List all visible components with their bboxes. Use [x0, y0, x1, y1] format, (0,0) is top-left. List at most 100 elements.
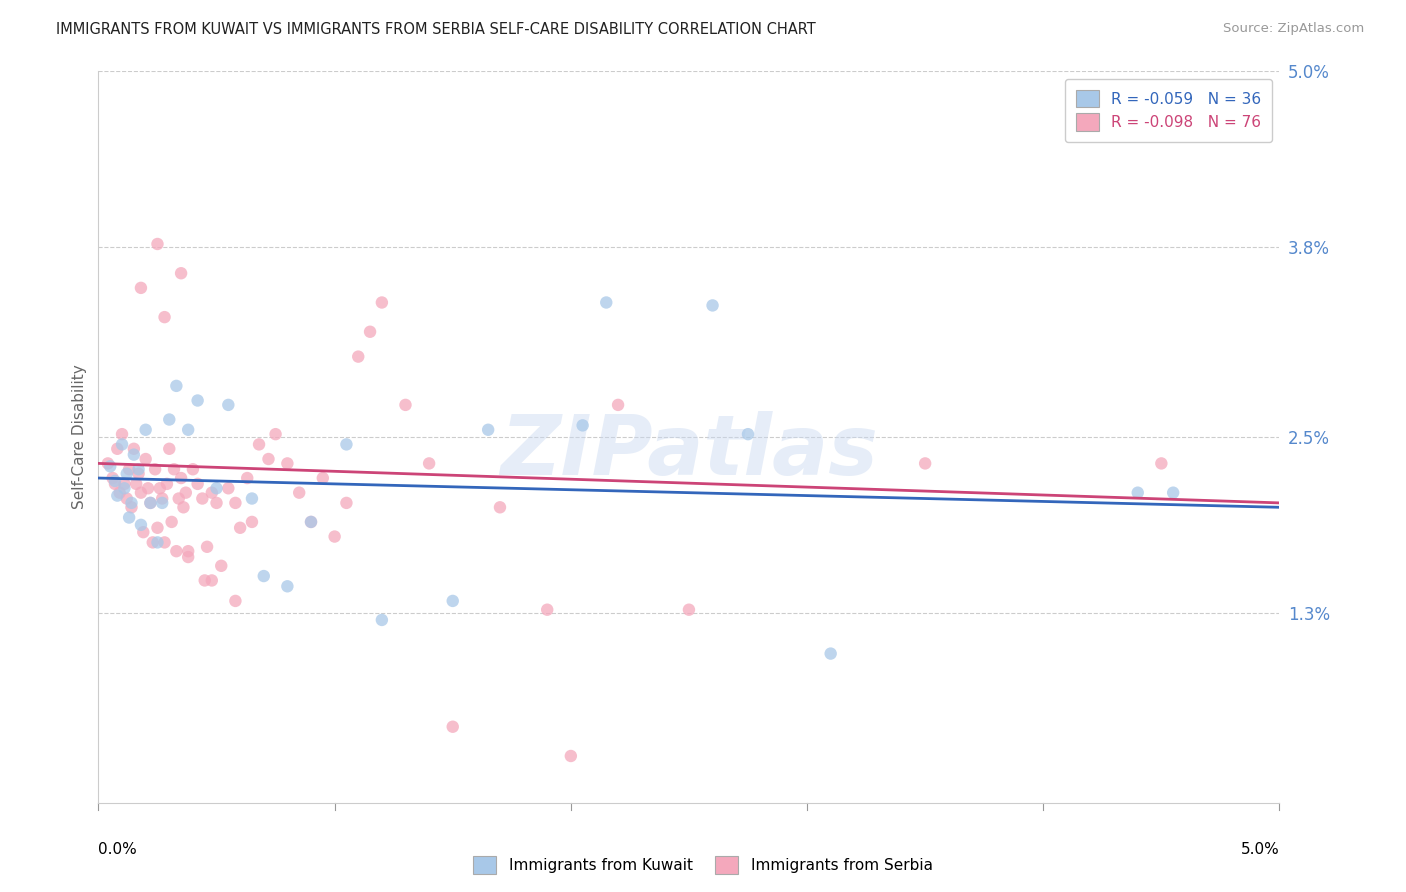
Point: [201, 574, 224, 588]
Point: [150, 496, 173, 510]
Point: [201, 485, 224, 500]
Point: [323, 530, 346, 544]
Point: [560, 749, 582, 764]
Point: [257, 452, 280, 467]
Point: [347, 350, 370, 364]
Point: [418, 457, 440, 471]
Point: [170, 471, 193, 485]
Point: [146, 521, 169, 535]
Point: [678, 603, 700, 617]
Point: [150, 491, 173, 506]
Point: [129, 281, 152, 295]
Point: [146, 237, 169, 252]
Point: [112, 476, 135, 491]
Point: [177, 544, 200, 558]
Point: [118, 510, 141, 524]
Point: [536, 603, 558, 617]
Point: [108, 485, 131, 500]
Point: [129, 485, 152, 500]
Point: [174, 485, 197, 500]
Point: [194, 574, 217, 588]
Text: 0.0%: 0.0%: [98, 842, 138, 857]
Point: [312, 471, 335, 485]
Legend: Immigrants from Kuwait, Immigrants from Serbia: Immigrants from Kuwait, Immigrants from …: [467, 850, 939, 880]
Point: [156, 476, 179, 491]
Point: [135, 452, 157, 467]
Point: [191, 491, 214, 506]
Point: [157, 442, 180, 456]
Point: [236, 471, 259, 485]
Text: ZIPatlas: ZIPatlas: [501, 411, 877, 492]
Point: [98, 459, 121, 474]
Point: [209, 558, 232, 573]
Point: [112, 481, 135, 495]
Point: [737, 427, 759, 442]
Point: [276, 579, 298, 593]
Point: [224, 496, 246, 510]
Text: Source: ZipAtlas.com: Source: ZipAtlas.com: [1223, 22, 1364, 36]
Point: [118, 462, 141, 476]
Point: [104, 474, 127, 488]
Point: [177, 423, 200, 437]
Text: 5.0%: 5.0%: [1240, 842, 1279, 857]
Point: [240, 491, 263, 506]
Point: [177, 549, 200, 564]
Point: [135, 423, 157, 437]
Point: [276, 457, 298, 471]
Point: [111, 437, 134, 451]
Point: [160, 515, 183, 529]
Point: [441, 594, 464, 608]
Point: [122, 442, 145, 456]
Point: [217, 398, 239, 412]
Point: [224, 594, 246, 608]
Point: [702, 298, 724, 312]
Point: [170, 266, 193, 280]
Point: [157, 412, 180, 426]
Point: [149, 481, 172, 495]
Point: [146, 535, 169, 549]
Point: [121, 500, 143, 515]
Point: [441, 720, 464, 734]
Point: [165, 379, 187, 393]
Point: [253, 569, 276, 583]
Y-axis label: Self-Care Disability: Self-Care Disability: [72, 365, 87, 509]
Point: [105, 489, 128, 503]
Point: [187, 393, 209, 408]
Point: [121, 496, 143, 510]
Point: [1126, 485, 1149, 500]
Point: [97, 457, 120, 471]
Point: [1150, 457, 1173, 471]
Point: [142, 535, 165, 549]
Point: [165, 544, 187, 558]
Point: [101, 471, 124, 485]
Point: [571, 418, 593, 433]
Point: [163, 462, 186, 476]
Point: [205, 481, 228, 495]
Point: [335, 496, 357, 510]
Point: [914, 457, 936, 471]
Point: [129, 517, 152, 532]
Point: [122, 448, 145, 462]
Point: [187, 476, 209, 491]
Point: [240, 515, 263, 529]
Point: [299, 515, 322, 529]
Point: [820, 647, 842, 661]
Point: [299, 515, 322, 529]
Point: [371, 613, 394, 627]
Point: [125, 476, 148, 491]
Point: [217, 481, 239, 495]
Point: [205, 496, 228, 510]
Point: [195, 540, 218, 554]
Point: [139, 496, 162, 510]
Point: [371, 295, 394, 310]
Point: [247, 437, 270, 451]
Point: [115, 467, 138, 481]
Point: [264, 427, 287, 442]
Point: [172, 500, 194, 515]
Point: [477, 423, 499, 437]
Point: [132, 525, 155, 540]
Point: [128, 462, 150, 476]
Point: [229, 521, 252, 535]
Point: [139, 496, 162, 510]
Point: [111, 427, 134, 442]
